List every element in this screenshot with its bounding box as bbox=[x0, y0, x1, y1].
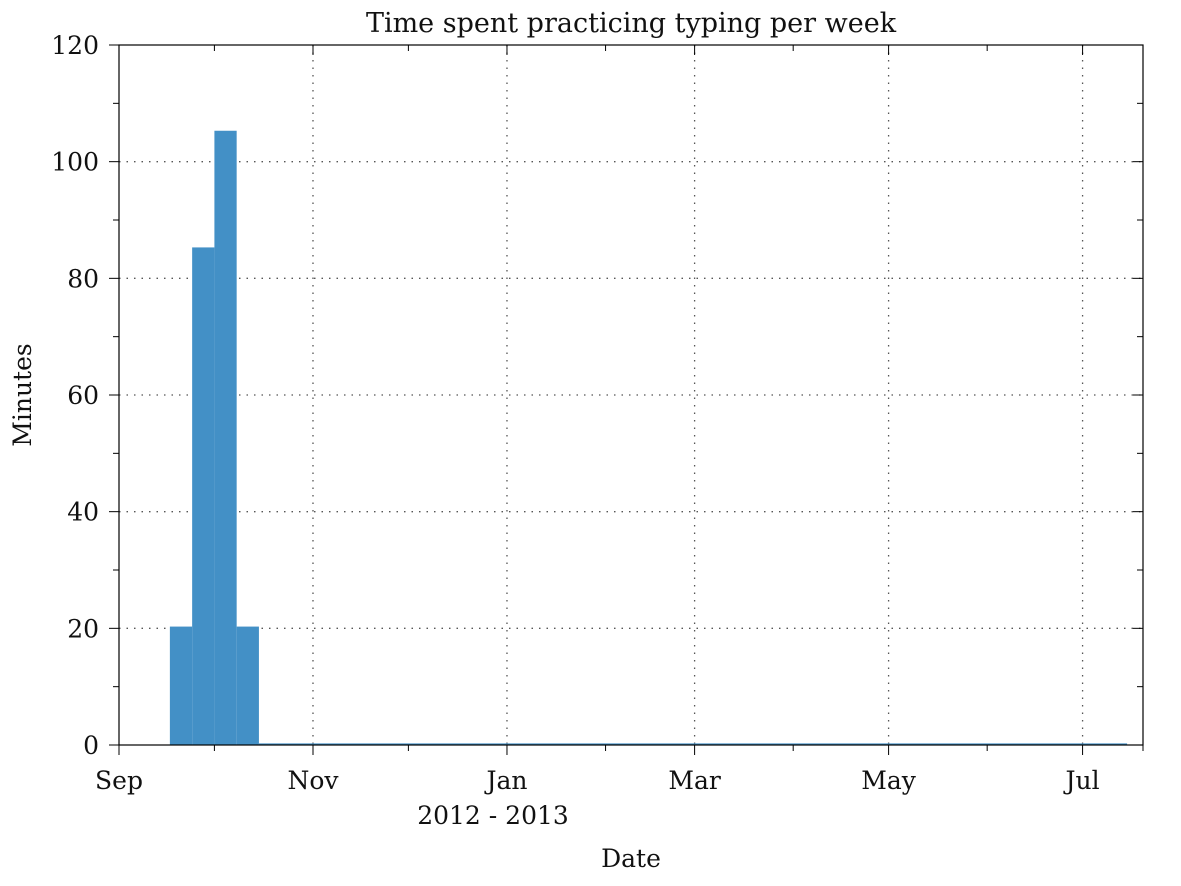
x-tick-label: Nov bbox=[287, 766, 339, 795]
y-tick-label: 120 bbox=[51, 31, 99, 60]
grid bbox=[119, 45, 1143, 745]
y-tick-label: 60 bbox=[67, 381, 99, 410]
x-axis-sublabel: 2012 - 2013 bbox=[417, 801, 569, 830]
x-tick-label: Sep bbox=[95, 766, 143, 795]
y-tick-label: 80 bbox=[67, 264, 99, 293]
axis-ticks bbox=[109, 44, 1144, 755]
y-tick-label: 20 bbox=[67, 614, 99, 643]
bar bbox=[214, 130, 237, 745]
y-tick-label: 100 bbox=[51, 148, 99, 177]
chart-title: Time spent practicing typing per week bbox=[366, 8, 897, 39]
x-tick-label: Jan bbox=[483, 766, 527, 795]
bar bbox=[236, 626, 259, 745]
bars bbox=[169, 130, 1128, 745]
bar bbox=[192, 247, 215, 745]
x-axis-label: Date bbox=[601, 844, 661, 873]
x-tick-label: Mar bbox=[668, 766, 721, 795]
y-axis-label: Minutes bbox=[8, 343, 37, 446]
bar bbox=[169, 626, 193, 745]
x-tick-label: Jul bbox=[1063, 766, 1100, 795]
y-tick-label: 0 bbox=[83, 731, 99, 760]
y-tick-label: 40 bbox=[67, 498, 99, 527]
bar bbox=[258, 743, 1128, 745]
tick-labels: Sep Nov Jan Mar May Jul 0 20 40 60 80 100 120 bbox=[51, 31, 1099, 795]
x-tick-label: May bbox=[861, 766, 917, 795]
